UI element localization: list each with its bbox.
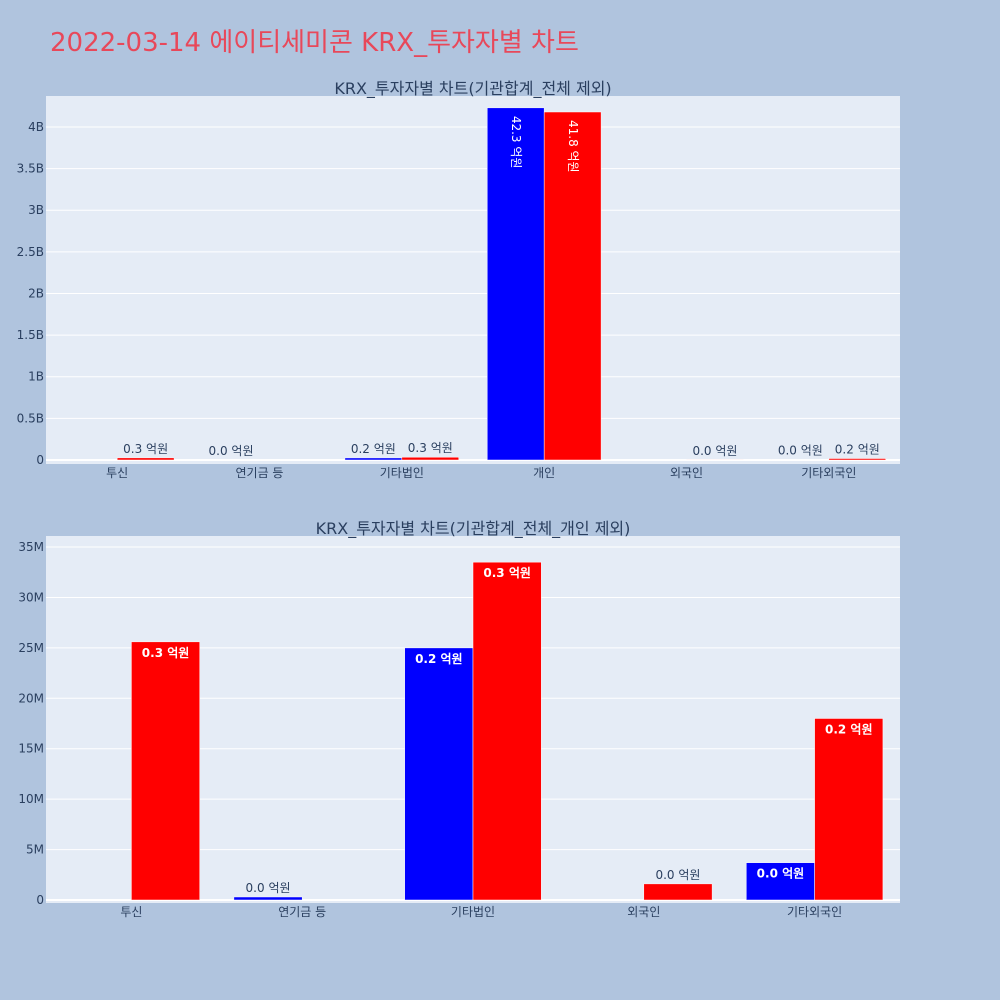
sell-bar xyxy=(643,883,713,901)
data-label: 42.3 억원 xyxy=(509,116,523,169)
x-tick-label: 투신 xyxy=(120,905,142,919)
y-tick-label: 2.5B xyxy=(17,245,44,259)
y-tick-label: 0 xyxy=(36,893,44,907)
buy-bar xyxy=(233,896,303,901)
y-tick-label: 15M xyxy=(18,742,44,756)
y-tick-label: 10M xyxy=(18,792,44,806)
buy-bar xyxy=(404,647,474,901)
data-label: 0.0 억원 xyxy=(209,444,254,458)
y-tick-label: 30M xyxy=(18,590,44,604)
y-tick-label: 3.5B xyxy=(17,162,44,176)
sell-bar xyxy=(543,111,602,461)
y-tick-label: 35M xyxy=(18,540,44,554)
y-tick-label: 20M xyxy=(18,691,44,705)
y-tick-label: 0.5B xyxy=(17,411,44,425)
y-tick-label: 1.5B xyxy=(17,328,44,342)
data-label: 0.2 억원 xyxy=(825,722,873,736)
data-label: 0.3 억원 xyxy=(123,442,168,456)
x-tick-label: 외국인 xyxy=(627,905,660,919)
y-tick-label: 4B xyxy=(28,120,44,134)
buy-bar xyxy=(746,862,815,901)
buy-bar xyxy=(344,457,403,461)
data-label: 0.3 억원 xyxy=(142,646,190,660)
plot-area xyxy=(46,96,900,464)
x-tick-label: 연기금 등 xyxy=(236,466,284,480)
sell-bar xyxy=(116,457,175,461)
data-label: 0.0 억원 xyxy=(778,444,823,458)
y-tick-label: 0 xyxy=(36,453,44,467)
data-label: 0.0 억원 xyxy=(692,444,737,458)
chart-title: KRX_투자자별 차트(기관합계_전체_개인 제외) xyxy=(316,519,631,539)
sell-bar xyxy=(828,458,887,461)
y-tick-label: 2B xyxy=(28,286,44,300)
chart-title: KRX_투자자별 차트(기관합계_전체 제외) xyxy=(334,79,611,99)
page-title: 2022-03-14 에이티세미콘 KRX_투자자별 차트 xyxy=(50,28,579,58)
data-label: 0.2 억원 xyxy=(835,443,880,457)
buy-bar xyxy=(486,107,545,461)
data-label: 0.3 억원 xyxy=(408,441,453,455)
sell-bar xyxy=(814,718,884,901)
data-label: 0.0 억원 xyxy=(757,867,805,881)
sell-bar xyxy=(472,561,542,901)
data-label: 0.2 억원 xyxy=(415,652,463,666)
x-tick-label: 외국인 xyxy=(670,466,703,480)
x-tick-label: 기타외국인 xyxy=(787,905,842,919)
x-tick-label: 연기금 등 xyxy=(278,905,326,919)
data-label: 41.8 억원 xyxy=(566,120,580,173)
y-tick-label: 5M xyxy=(26,843,44,857)
y-tick-label: 3B xyxy=(28,203,44,217)
x-tick-label: 기타법인 xyxy=(451,905,495,919)
y-tick-label: 1B xyxy=(28,370,44,384)
data-label: 0.3 억원 xyxy=(483,566,531,580)
y-tick-label: 25M xyxy=(18,641,44,655)
x-tick-label: 개인 xyxy=(533,466,555,480)
data-label: 0.2 억원 xyxy=(351,442,396,456)
x-tick-label: 기타법인 xyxy=(380,466,424,480)
x-tick-label: 투신 xyxy=(106,466,128,480)
x-tick-label: 기타외국인 xyxy=(801,466,856,480)
chart-1: KRX_투자자별 차트(기관합계_전체 제외) 0 0.5B 1B 1.5B 2B 2.5B… xyxy=(17,79,900,480)
sell-bar xyxy=(131,641,200,901)
data-label: 0.0 억원 xyxy=(246,881,291,895)
sell-bar xyxy=(401,456,460,461)
data-label: 0.0 억원 xyxy=(655,868,700,882)
chart-2: KRX_투자자별 차트(기관합계_전체_개인 제외) 0 5M 10M 15M 20M 25… xyxy=(18,519,900,919)
